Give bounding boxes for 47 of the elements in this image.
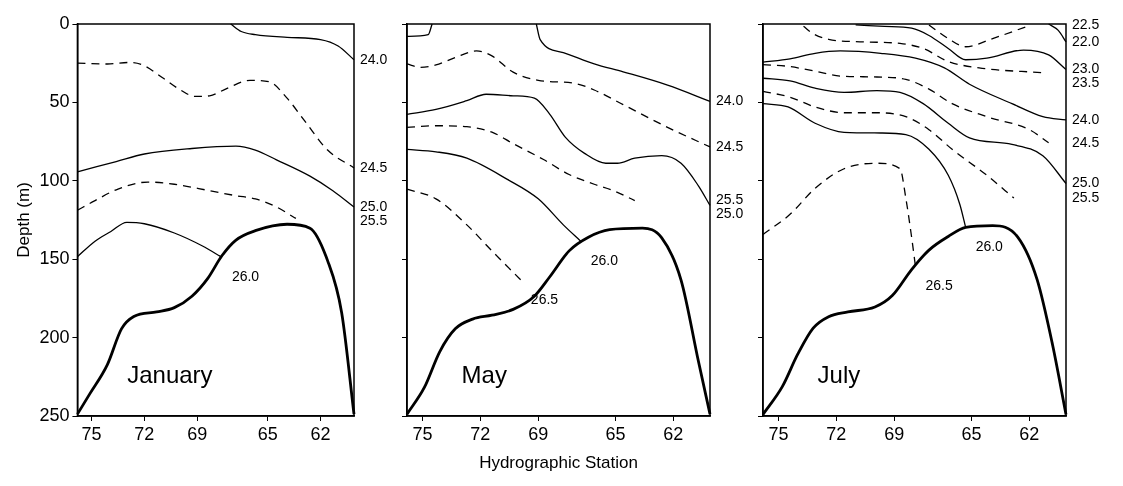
- series-label: 26.0: [231, 268, 260, 285]
- series-label: 24.5: [716, 137, 744, 154]
- series-label: 26.0: [975, 238, 1004, 255]
- x-tick-label: 72: [134, 423, 155, 444]
- series-label: 22.0: [1072, 32, 1100, 49]
- text: 22.5: [1072, 16, 1100, 33]
- x-tick-label: 65: [257, 423, 278, 444]
- series-label: 24.5: [1072, 133, 1100, 150]
- series-label: 24.5: [360, 158, 388, 175]
- series-label: 26.5: [925, 277, 953, 294]
- x-tick-label: 69: [884, 423, 905, 444]
- y-axis-title: Depth (m): [13, 182, 33, 258]
- y-tick-label: 100: [39, 169, 70, 190]
- annotation: July: [817, 361, 861, 389]
- series-label: 26.5: [530, 290, 559, 307]
- series-label: 26.0: [590, 252, 619, 269]
- x-tick-label: 72: [470, 423, 491, 444]
- x-tick-label: 75: [412, 423, 433, 444]
- x-tick-label: 69: [187, 423, 208, 444]
- x-tick-label: 65: [961, 423, 982, 444]
- series-label: 24.0: [1072, 110, 1100, 127]
- x-tick-label: 62: [663, 423, 684, 444]
- x-axis-title: Hydrographic Station: [479, 453, 638, 473]
- x-tick-label: 69: [528, 423, 549, 444]
- text: 25.5: [1072, 188, 1100, 205]
- series-label: 24.0: [716, 92, 744, 109]
- y-tick-label: 250: [39, 404, 70, 425]
- y-tick-label: 0: [59, 12, 70, 33]
- text: 25.5: [360, 211, 388, 228]
- x-tick-label: 75: [81, 423, 102, 444]
- x-tick-label: 72: [826, 423, 847, 444]
- y-tick-label: 50: [49, 91, 70, 112]
- series-label: 25.0: [716, 205, 744, 222]
- annotation: May: [461, 361, 507, 389]
- x-tick-label: 62: [1019, 423, 1040, 444]
- series-label: 23.0: [1072, 60, 1100, 77]
- text: 23.5: [1072, 74, 1100, 91]
- series-label: 25.0: [360, 197, 388, 214]
- x-tick-label: 75: [768, 423, 789, 444]
- x-tick-label: 62: [310, 423, 331, 444]
- series-label: 24.0: [360, 50, 388, 67]
- y-tick-label: 150: [39, 248, 70, 269]
- annotation: January: [127, 361, 213, 389]
- x-tick-label: 65: [605, 423, 626, 444]
- text: 25.5: [716, 191, 744, 208]
- y-tick-label: 200: [39, 326, 70, 347]
- series-label: 25.0: [1072, 174, 1100, 191]
